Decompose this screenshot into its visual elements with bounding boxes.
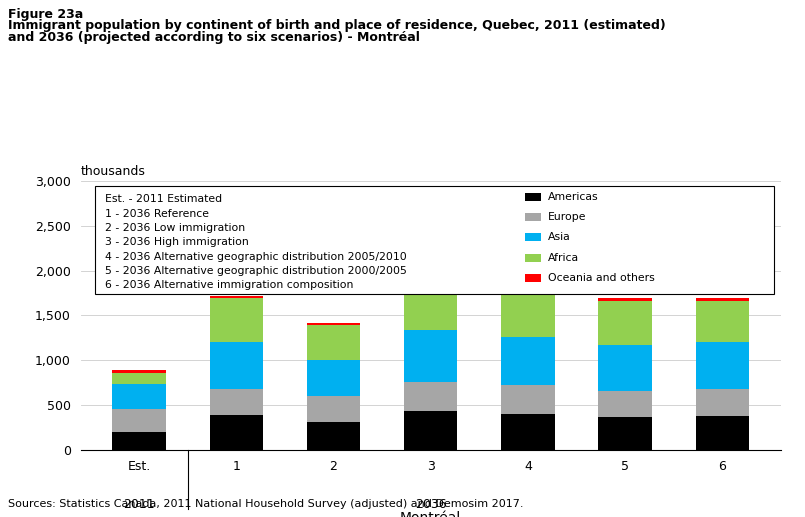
Bar (696, 298, 749, 300)
FancyBboxPatch shape (94, 186, 774, 294)
Bar (598, 301, 652, 345)
Bar (209, 415, 263, 450)
Bar (307, 323, 360, 325)
Bar (598, 298, 652, 301)
Text: Sources: Statistics Canada, 2011 National Household Survey (adjusted) and Demosi: Sources: Statistics Canada, 2011 Nationa… (8, 499, 523, 509)
Bar (696, 416, 749, 450)
Bar (209, 342, 263, 389)
Text: 5 - 2036 Alternative geographic distribution 2000/2005: 5 - 2036 Alternative geographic distribu… (105, 266, 407, 276)
Text: Asia: Asia (547, 233, 571, 242)
FancyBboxPatch shape (525, 193, 541, 201)
Bar (696, 389, 749, 416)
Bar (209, 296, 263, 298)
Bar (598, 345, 652, 391)
Text: and 2036 (projected according to six scenarios) - Montréal: and 2036 (projected according to six sce… (8, 31, 420, 44)
FancyBboxPatch shape (525, 274, 541, 282)
Text: Figure 23a: Figure 23a (8, 8, 83, 21)
Text: 2011: 2011 (123, 498, 155, 511)
Text: 1 - 2036 Reference: 1 - 2036 Reference (105, 209, 209, 219)
Bar (502, 293, 555, 337)
Bar (404, 277, 457, 280)
Text: 4 - 2036 Alternative geographic distribution 2005/2010: 4 - 2036 Alternative geographic distribu… (105, 252, 407, 262)
Bar (502, 290, 555, 293)
Text: thousands: thousands (80, 165, 146, 178)
Bar (404, 330, 457, 382)
FancyBboxPatch shape (525, 254, 541, 262)
Text: Americas: Americas (547, 192, 598, 202)
Text: 2 - 2036 Low immigration: 2 - 2036 Low immigration (105, 223, 246, 233)
Bar (209, 298, 263, 342)
FancyBboxPatch shape (525, 214, 541, 221)
Bar (598, 417, 652, 450)
Text: Africa: Africa (547, 253, 579, 263)
FancyBboxPatch shape (525, 234, 541, 241)
Bar (696, 300, 749, 342)
Bar (502, 414, 555, 450)
Text: 2036: 2036 (415, 498, 447, 511)
Bar (307, 422, 360, 450)
Bar (113, 432, 166, 450)
Bar (404, 411, 457, 450)
Bar (209, 389, 263, 415)
Text: Oceania and others: Oceania and others (547, 273, 654, 283)
Bar (502, 337, 555, 385)
Bar (404, 382, 457, 411)
Bar (502, 385, 555, 414)
Bar (404, 280, 457, 330)
Text: Europe: Europe (547, 212, 586, 222)
Bar (696, 342, 749, 389)
Bar (307, 396, 360, 422)
Bar (113, 373, 166, 384)
Bar (113, 370, 166, 373)
Bar (113, 408, 166, 432)
Text: 6 - 2036 Alternative immigration composition: 6 - 2036 Alternative immigration composi… (105, 280, 353, 291)
Text: 3 - 2036 High immigration: 3 - 2036 High immigration (105, 237, 249, 248)
Text: Est. - 2011 Estimated: Est. - 2011 Estimated (105, 194, 222, 204)
Bar (598, 391, 652, 417)
Bar (307, 325, 360, 360)
Bar (307, 360, 360, 396)
Text: Immigrant population by continent of birth and place of residence, Quebec, 2011 : Immigrant population by continent of bir… (8, 19, 666, 32)
X-axis label: Montréal: Montréal (400, 511, 461, 517)
Bar (113, 384, 166, 408)
